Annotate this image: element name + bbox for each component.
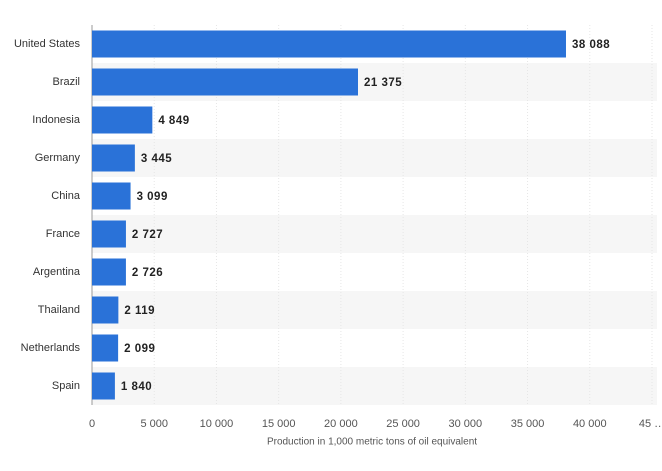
x-tick-label: 45 … xyxy=(639,418,662,430)
x-tick-label: 40 000 xyxy=(573,418,607,430)
row-band xyxy=(92,291,657,329)
row-band xyxy=(92,367,657,405)
x-tick-label: 0 xyxy=(89,418,95,430)
bar xyxy=(92,106,153,134)
y-tick-label: United States xyxy=(14,38,81,50)
data-label: 38 088 xyxy=(572,39,610,51)
x-axis-label: Production in 1,000 metric tons of oil e… xyxy=(267,437,477,448)
x-tick-label: 20 000 xyxy=(324,418,358,430)
x-tick-label: 25 000 xyxy=(386,418,420,430)
x-tick-label: 30 000 xyxy=(449,418,483,430)
y-tick-label: China xyxy=(51,190,81,202)
data-label: 2 726 xyxy=(132,267,163,279)
bar xyxy=(92,334,119,362)
data-label: 1 840 xyxy=(121,381,152,393)
bar xyxy=(92,258,126,286)
bar xyxy=(92,182,131,210)
x-tick-label: 5 000 xyxy=(140,418,168,430)
bar xyxy=(92,296,119,324)
plot-background xyxy=(92,63,657,405)
data-label: 2 119 xyxy=(124,305,155,317)
row-band xyxy=(92,215,657,253)
row-band xyxy=(92,139,657,177)
bar xyxy=(92,30,566,58)
data-label: 2 099 xyxy=(124,343,155,355)
y-tick-label: Indonesia xyxy=(32,114,81,126)
y-tick-label: Thailand xyxy=(38,304,80,316)
y-tick-label: France xyxy=(46,228,80,240)
data-label: 3 445 xyxy=(141,153,172,165)
x-tick-label: 35 000 xyxy=(511,418,545,430)
y-tick-label: Netherlands xyxy=(21,342,81,354)
y-tick-label: Germany xyxy=(35,152,81,164)
data-label: 3 099 xyxy=(137,191,168,203)
data-label: 4 849 xyxy=(158,115,189,127)
bar xyxy=(92,144,135,172)
y-tick-label: Spain xyxy=(52,380,80,392)
x-tick-label: 15 000 xyxy=(262,418,296,430)
data-label: 2 727 xyxy=(132,229,163,241)
bar xyxy=(92,372,115,400)
x-tick-label: 10 000 xyxy=(200,418,234,430)
y-tick-label: Brazil xyxy=(52,76,80,88)
bar xyxy=(92,220,126,248)
bar xyxy=(92,68,358,96)
data-label: 21 375 xyxy=(364,77,402,89)
y-tick-label: Argentina xyxy=(33,266,81,278)
